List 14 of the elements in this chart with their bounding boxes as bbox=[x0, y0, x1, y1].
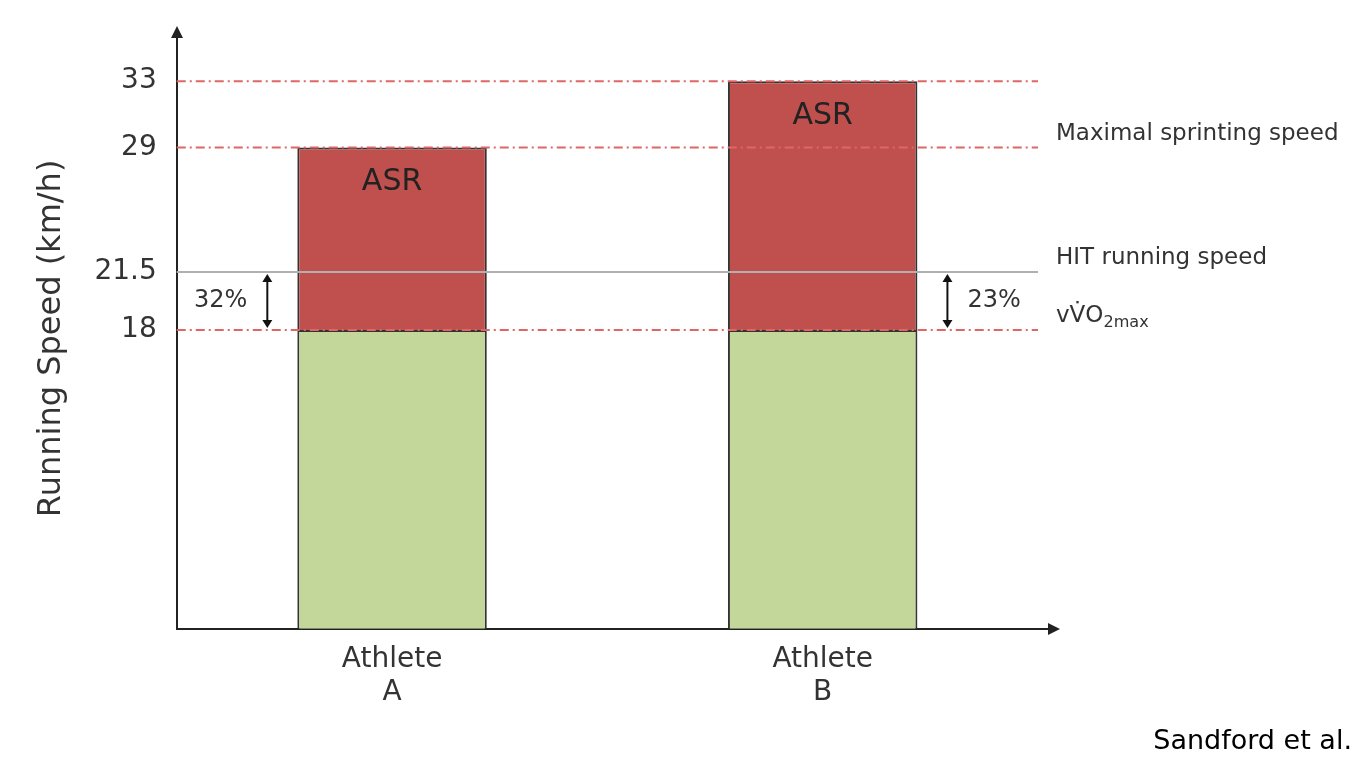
text: Sandford et al. bbox=[1153, 724, 1352, 756]
text: ASR bbox=[792, 95, 853, 131]
y-tick-label: 18 bbox=[121, 311, 157, 345]
annotation: 23% bbox=[967, 285, 1021, 314]
annotation: 32% bbox=[193, 285, 248, 314]
y-tick-label: 33 bbox=[121, 62, 157, 96]
y-tick-label: 29 bbox=[121, 128, 157, 162]
series-label: ASR bbox=[361, 162, 423, 198]
ref-line-label: HIT running speed bbox=[1056, 242, 1267, 269]
y-axis-title: Running Speed (km/h) bbox=[29, 159, 68, 518]
x-tick-label: Athlete A bbox=[341, 640, 443, 708]
y-tick-label: 21.5 bbox=[94, 253, 157, 287]
x-tick-label: Athlete B bbox=[772, 640, 873, 708]
ref-line-label: Maximal sprinting speed bbox=[1056, 118, 1339, 145]
